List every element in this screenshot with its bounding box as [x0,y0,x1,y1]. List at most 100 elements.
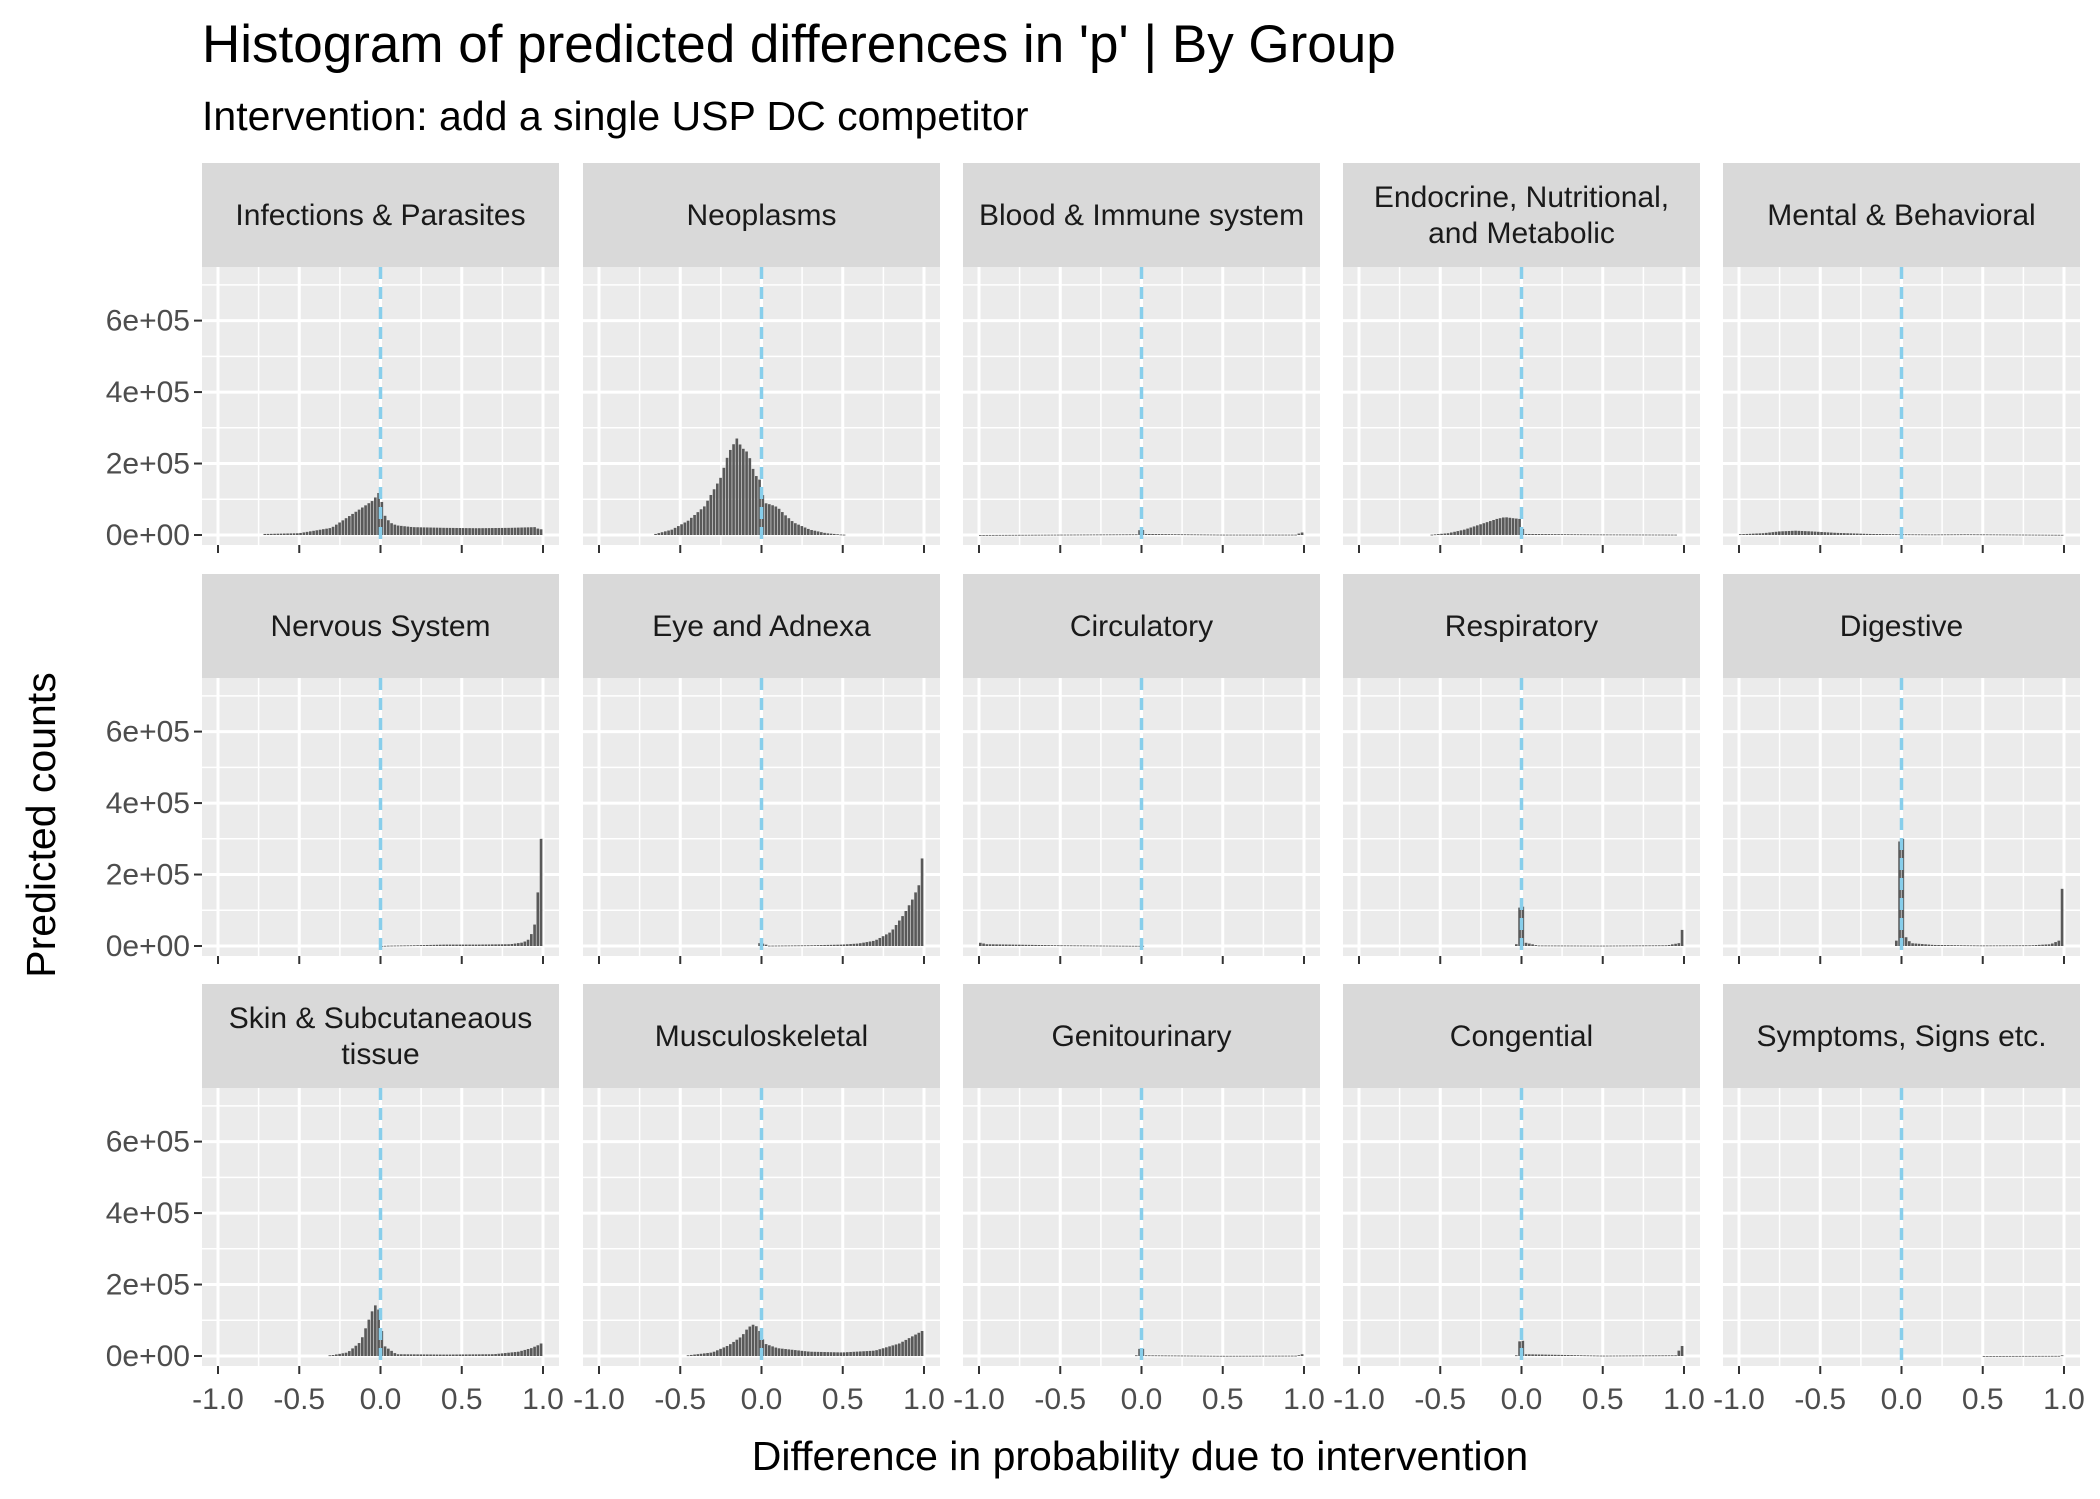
histogram-bar [2054,942,2057,946]
facet-strip [963,984,1320,1088]
histogram-bar [1966,945,1970,947]
histogram-bar [1190,1355,1193,1357]
histogram-bar [1664,534,1668,536]
histogram-bar [1118,945,1122,947]
histogram-bar [1531,533,1534,535]
histogram-bar [504,1353,507,1356]
histogram-bar [1144,1355,1148,1357]
histogram-bar [383,515,387,535]
histogram-bar [1268,1355,1271,1357]
histogram-bar [995,534,998,536]
histogram-bar [1648,1355,1651,1357]
histogram-bar [331,1354,335,1356]
histogram-bar [2051,534,2054,536]
histogram-bar [1930,944,1934,946]
histogram-bar [979,942,982,946]
histogram-bar [1654,534,1658,536]
histogram-bar [794,523,797,535]
histogram-bar [764,944,768,946]
histogram-bar [1761,533,1765,535]
x-tick-label: 1.0 [1283,1383,1325,1416]
histogram-bar [1573,1355,1577,1356]
histogram-bar [1031,944,1034,946]
histogram-bar [1810,531,1814,535]
histogram-bar [266,533,270,535]
x-tick-label: -1.0 [573,1383,625,1416]
histogram-bar [1602,534,1606,536]
x-tick-label: 0.5 [1582,1383,1624,1416]
histogram-bar [1800,530,1804,535]
histogram-bar [1586,1355,1590,1357]
histogram-bar [1547,1354,1551,1356]
histogram-bar [803,1351,807,1356]
histogram-bar [839,534,843,536]
histogram-bar [2054,1355,2057,1357]
histogram-bar [2057,534,2061,536]
histogram-bar [1791,530,1794,535]
histogram-bar [2051,943,2054,946]
histogram-bar [758,943,761,946]
histogram-bar [1200,534,1203,536]
histogram-bar [995,944,998,946]
histogram-bar [1891,534,1895,535]
facet-strip [963,574,1320,678]
histogram-bar [419,527,423,535]
histogram-bar [1843,533,1846,535]
x-axis-title: Difference in probability due to interve… [752,1433,1528,1479]
histogram-bar [807,528,810,535]
histogram-bar [1099,945,1102,947]
histogram-bar [738,444,742,535]
histogram-bar [1112,534,1115,536]
histogram-bar [1174,534,1177,536]
histogram-bar [2012,534,2015,536]
histogram-bar [344,1352,348,1356]
histogram-bar [422,945,426,946]
histogram-bar [1872,533,1875,535]
histogram-bar [416,1354,419,1356]
histogram-bar [1144,533,1148,535]
histogram-bar [536,1345,540,1356]
facet-strip [1723,163,2080,267]
histogram-bar [1216,1355,1219,1357]
facet-strip-label: Circulatory [1070,610,1213,643]
histogram-bar [1596,1355,1599,1357]
y-tick-label: 6e+05 [106,1126,190,1159]
histogram-bar [380,1330,384,1356]
histogram-bar [1771,532,1775,535]
y-tick-label: 2e+05 [106,448,190,481]
histogram-bar [1524,942,1528,946]
histogram-bar [865,942,869,946]
histogram-bar [820,1351,823,1356]
histogram-bar [406,526,410,535]
histogram-bar [1895,940,1898,946]
histogram-bar [1193,534,1197,536]
histogram-bar [1180,534,1184,536]
histogram-bar [1219,534,1223,536]
histogram-bar [1154,534,1158,535]
histogram-bar [862,942,865,946]
histogram-bar [494,528,497,535]
histogram-bar [1502,517,1505,535]
x-tick-label: -1.0 [192,1383,244,1416]
histogram-bar [1281,1355,1284,1357]
histogram-bar [1528,1354,1531,1356]
histogram-bar [1901,838,1905,946]
histogram-bar [1112,945,1115,947]
histogram-bar [500,944,504,946]
histogram-bar [839,944,843,946]
histogram-bar [992,534,995,536]
histogram-bar [1895,534,1898,536]
histogram-bar [1671,534,1674,536]
facet-strip-label: Blood & Immune system [979,199,1304,232]
histogram-bar [1622,534,1625,536]
histogram-bar [829,533,833,535]
histogram-bar [1953,945,1957,946]
histogram-bar [1576,945,1580,947]
histogram-bar [1268,534,1271,536]
histogram-bar [1248,1355,1252,1357]
histogram-bar [491,944,494,946]
histogram-bar [1739,534,1742,536]
histogram-bar [1118,534,1122,536]
y-tick-label: 6e+05 [106,716,190,749]
